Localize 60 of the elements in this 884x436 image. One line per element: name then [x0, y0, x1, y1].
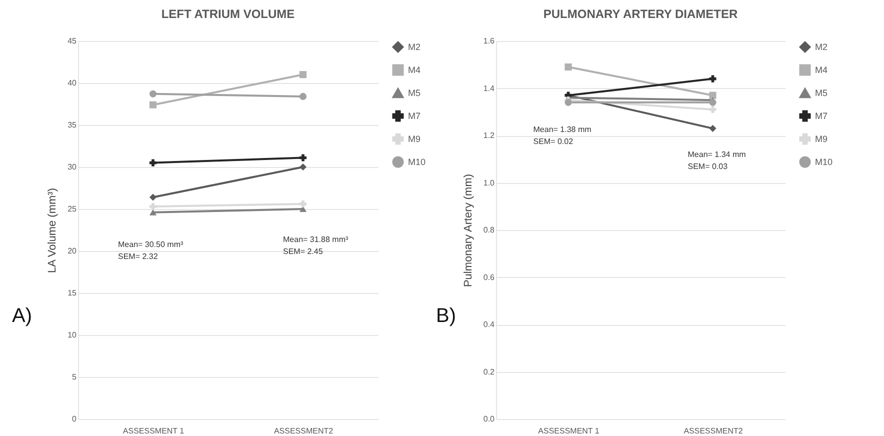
- annotation: Mean= 30.50 mm³ SEM= 2.32: [118, 240, 184, 261]
- legend-label: M7: [815, 111, 828, 121]
- point: [149, 101, 157, 108]
- legend-label: M7: [408, 111, 421, 121]
- y-tick-label: 25: [68, 204, 78, 214]
- point: [709, 92, 716, 99]
- y-tick-label: 0: [72, 414, 78, 424]
- text: A): [12, 305, 32, 327]
- y-tick-label: 15: [68, 288, 78, 298]
- legend-label: M2: [408, 42, 421, 52]
- legend-label: M5: [815, 88, 828, 98]
- x-tick-label: ASSESSMENT2: [684, 426, 744, 436]
- point: [299, 71, 307, 78]
- point: [149, 90, 157, 98]
- y-tick-label: 1.4: [483, 84, 496, 93]
- x-tick-label: ASSESSMENT 1: [122, 426, 185, 436]
- text: B): [436, 305, 456, 327]
- annotation: Mean= 1.34 mm SEM= 0.03: [688, 150, 746, 171]
- y-tick-label: 30: [68, 162, 78, 172]
- y-tick-label: 0.8: [483, 226, 496, 234]
- y-tick-label: 0.4: [483, 320, 496, 329]
- y-tick-label: 0.2: [483, 367, 496, 376]
- annotation: Mean= 31.88 mm³ SEM= 2.45: [283, 235, 348, 256]
- chart-title: PULMONARY ARTERY DIAMETER: [543, 7, 738, 21]
- point: [299, 200, 307, 208]
- y-tick-label: 10: [68, 330, 78, 340]
- y-tick-label: 35: [68, 120, 78, 130]
- annotation: Mean= 1.38 mm SEM= 0.02: [533, 125, 592, 146]
- y-tick-label: 1.6: [483, 36, 496, 46]
- y-tick-label: 45: [68, 36, 78, 46]
- point: [709, 75, 716, 82]
- x-tick-label: ASSESSMENT 1: [538, 426, 600, 436]
- legend-label: M10: [815, 157, 833, 167]
- point: [709, 106, 716, 114]
- point: [149, 194, 157, 201]
- y-tick-label: 0.6: [483, 272, 496, 282]
- point: [149, 159, 157, 166]
- legend-label: M5: [408, 88, 421, 98]
- point: [299, 154, 307, 162]
- y-tick-label: 1.2: [483, 131, 496, 140]
- point: [299, 163, 307, 171]
- legend-label: M4: [815, 65, 828, 75]
- y-tick-label: 40: [68, 78, 78, 88]
- point: [564, 63, 572, 71]
- y-tick-label: 20: [68, 246, 78, 256]
- legend-label: M9: [408, 134, 421, 144]
- point: [149, 202, 157, 210]
- y-axis-title: Pulmonary Artery (mm): [462, 174, 474, 288]
- legend-label: M2: [815, 42, 828, 52]
- legend-label: M9: [815, 134, 828, 144]
- y-tick-label: 5: [72, 372, 78, 382]
- point: [299, 92, 307, 100]
- y-tick-label: 1.0: [483, 178, 496, 188]
- legend-label: M10: [408, 157, 426, 167]
- x-tick-label: ASSESSMENT2: [274, 426, 334, 436]
- y-axis-title: LA Volume (mm³): [46, 188, 59, 273]
- legend-label: M4: [408, 65, 421, 75]
- y-tick-label: 0.0: [483, 414, 496, 424]
- chart-title: LEFT ATRIUM VOLUME: [161, 7, 295, 21]
- point: [709, 124, 716, 132]
